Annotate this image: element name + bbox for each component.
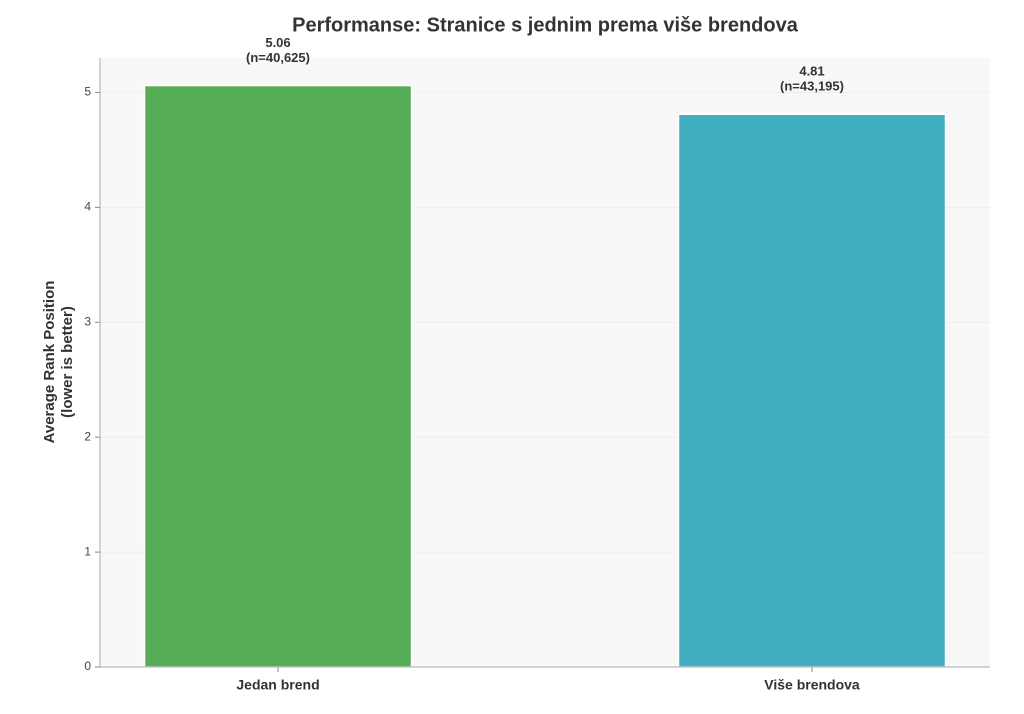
y-axis-label: Average Rank Position — [41, 281, 58, 444]
value-label: 4.81 — [799, 64, 824, 79]
chart-title: Performanse: Stranice s jednim prema viš… — [292, 14, 799, 36]
sample-label: (n=43,195) — [780, 79, 844, 94]
y-tick-label: 2 — [84, 429, 91, 443]
sample-label: (n=40,625) — [246, 50, 310, 65]
y-tick-label: 4 — [84, 200, 91, 214]
x-tick-label: Više brendova — [764, 677, 860, 693]
bar — [677, 113, 947, 668]
y-tick-label: 5 — [84, 85, 91, 99]
bar — [143, 84, 413, 668]
y-tick-label: 3 — [84, 314, 91, 328]
value-label: 5.06 — [265, 35, 290, 50]
y-axis-label: (lower is better) — [59, 306, 76, 418]
y-tick-label: 1 — [84, 544, 91, 558]
y-tick-label: 0 — [84, 659, 91, 673]
x-tick-label: Jedan brend — [236, 677, 319, 693]
